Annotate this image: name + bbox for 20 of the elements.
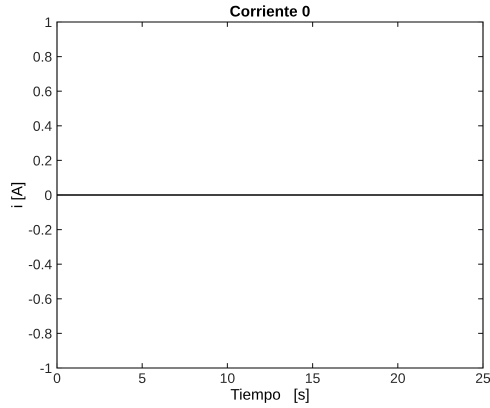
x-tick-label: 25 — [476, 373, 490, 384]
y-axis-title: i [A] — [11, 182, 26, 208]
y-tick-label: -0.2 — [28, 224, 52, 235]
x-tick-label: 5 — [138, 373, 146, 384]
x-tick-label: 10 — [220, 373, 235, 384]
x-tick-label: 20 — [390, 373, 405, 384]
y-tick-label: -1 — [40, 363, 52, 374]
x-axis-title: Tiempo [s] — [230, 388, 309, 403]
y-tick-label: -0.6 — [28, 294, 52, 304]
y-tick-label: 0.8 — [33, 52, 52, 62]
y-tick-label: -0.8 — [28, 328, 52, 339]
y-tick-label: -0.4 — [28, 260, 52, 270]
chart-title: Corriente 0 — [230, 5, 310, 17]
y-tick-label: 1 — [45, 17, 52, 28]
x-tick-label: 15 — [306, 373, 320, 384]
y-tick-label: 0 — [44, 190, 52, 200]
y-tick-label: 0.4 — [33, 121, 52, 131]
y-tick-label: 0.6 — [33, 86, 52, 96]
x-tick-label: 0 — [54, 373, 60, 384]
y-tick-label: 0.2 — [33, 156, 52, 166]
